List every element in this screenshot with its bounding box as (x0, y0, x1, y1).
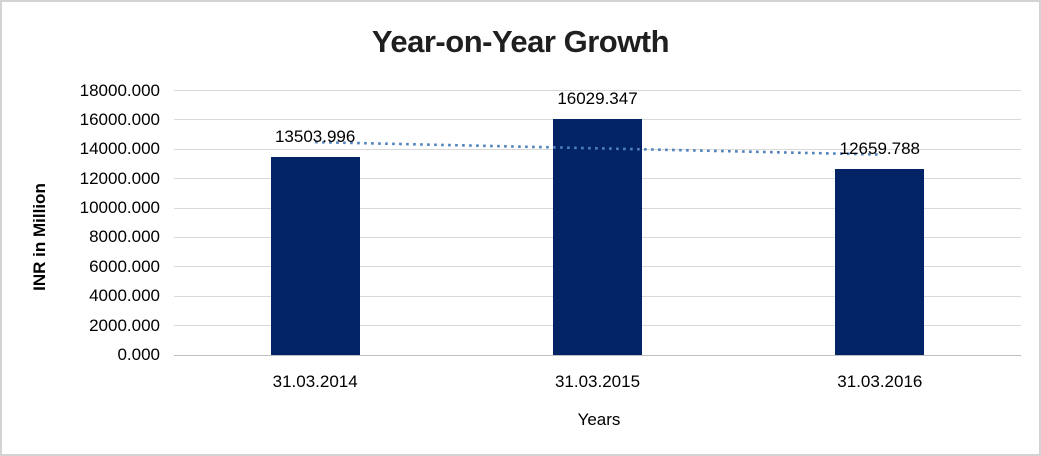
y-tick-label: 6000.000 (89, 256, 160, 276)
y-tick-label: 18000.000 (79, 80, 160, 100)
bar (835, 168, 925, 355)
data-label: 12659.788 (839, 138, 921, 158)
y-tick-label: 10000.000 (79, 198, 160, 218)
category-label: 31.03.2015 (554, 372, 641, 391)
chart-title: Year-on-Year Growth (371, 24, 670, 59)
bar (553, 119, 642, 355)
data-label: 16029.347 (557, 89, 638, 109)
y-tick-label: 12000.000 (79, 168, 160, 188)
y-tick-label: 0.000 (117, 345, 160, 364)
y-tick-label: 4000.000 (89, 286, 160, 306)
y-tick-label: 2000.000 (89, 315, 160, 335)
y-tick-label: 14000.000 (79, 139, 160, 159)
data-label: 13503.996 (274, 126, 356, 146)
x-axis-line (174, 354, 1021, 356)
bar (270, 156, 360, 355)
category-label: 31.03.2014 (272, 372, 358, 391)
x-axis-title: Years (577, 410, 621, 429)
category-label: 31.03.2016 (837, 372, 923, 391)
y-tick-label: 8000.000 (89, 227, 160, 247)
gridline (174, 90, 1021, 91)
y-tick-label: 16000.000 (79, 109, 160, 129)
